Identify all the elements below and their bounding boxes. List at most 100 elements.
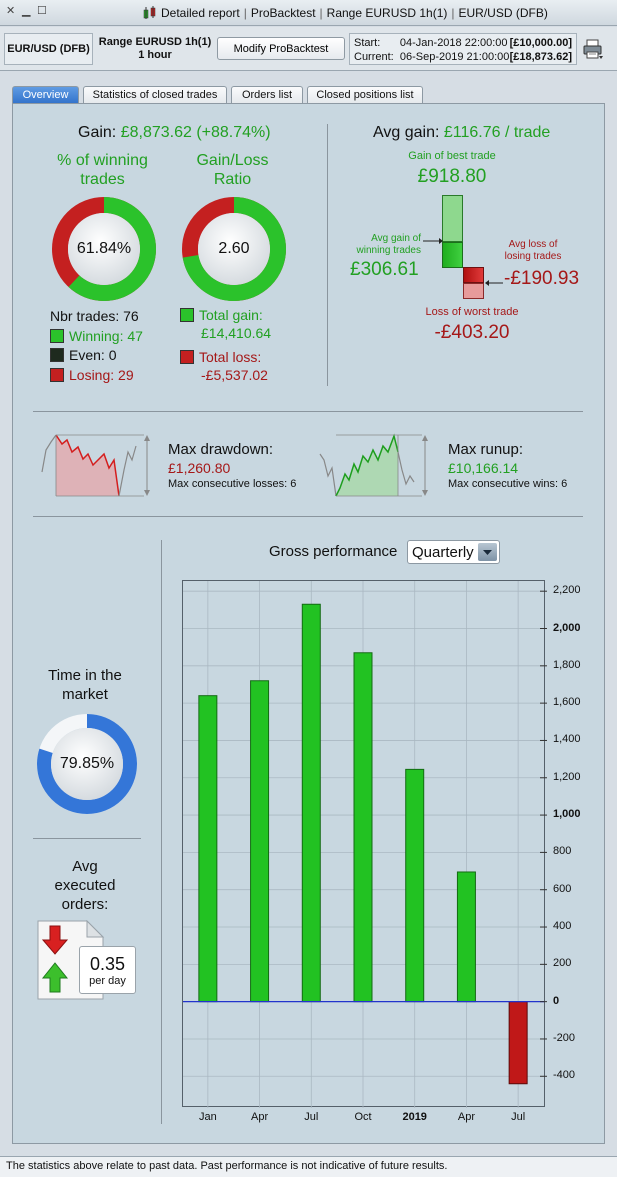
- total-loss-value: -£5,537.02: [201, 367, 268, 383]
- x-tick-label: Apr: [457, 1111, 475, 1123]
- total-loss-label: Total loss:: [199, 349, 262, 365]
- range-title: Range EURUSD 1h(1): [98, 36, 212, 48]
- chart-bar: [456, 871, 476, 1003]
- ratio-title: Gain/Loss Ratio: [180, 151, 285, 189]
- time-in-market-donut: [37, 714, 137, 814]
- tab-closed-positions[interactable]: Closed positions list: [307, 86, 423, 104]
- x-tick-label: Jul: [304, 1111, 319, 1123]
- avg-executed-box: 0.35 per day: [79, 946, 136, 994]
- avg-executed-title: Avg executed orders:: [33, 857, 137, 914]
- avg-executed-title-1: Avg: [72, 858, 98, 875]
- section-divider: [33, 411, 583, 412]
- period-select[interactable]: Quarterly: [407, 540, 500, 564]
- losing-count: Losing: 29: [69, 366, 134, 383]
- y-tick-label: 800: [553, 845, 572, 858]
- avg-win-label-1: Avg gain of: [371, 233, 421, 244]
- maximize-icon[interactable]: ☐: [37, 5, 47, 17]
- current-date: 06-Sep-2019 21:00:00: [399, 51, 510, 63]
- y-tick-label: 400: [553, 920, 572, 933]
- avg-gain-value: £116.76 / trade: [443, 124, 551, 141]
- title-part: EUR/USD (DFB): [458, 6, 548, 20]
- total-gain-label: Total gain:: [199, 307, 263, 323]
- range-period: 1 hour: [138, 49, 172, 61]
- current-amount: [£18,873.62]: [509, 51, 572, 63]
- title-part: ProBacktest: [250, 6, 316, 20]
- y-tick-label: 1,600: [553, 696, 581, 709]
- gain-line: Gain: £8,873.62 (+88.74%): [78, 124, 271, 142]
- winning-title: % of winning trades: [40, 151, 165, 189]
- chart-bar: [405, 768, 425, 1003]
- x-tick-label: Oct: [354, 1111, 372, 1123]
- winning-title-1: % of winning: [57, 152, 148, 169]
- avg-win-label-2: winning trades: [356, 245, 421, 256]
- section-divider: [327, 124, 328, 386]
- section-divider: [161, 540, 162, 1124]
- modify-probacktest-button[interactable]: Modify ProBacktest: [217, 37, 345, 60]
- winning-swatch: [50, 328, 64, 343]
- worst-trade-label: Loss of worst trade: [425, 306, 519, 318]
- y-tick-label: 1,400: [553, 733, 581, 746]
- trades-legend: Nbr trades: 76 Winning: 47 Even: 0 Losin…: [50, 307, 143, 385]
- chart-bars: [198, 603, 528, 1085]
- winning-title-2: trades: [80, 171, 125, 188]
- chart-bar: [250, 680, 270, 1003]
- y-tick-label: -400: [553, 1069, 576, 1082]
- close-icon[interactable]: ✕: [6, 5, 16, 17]
- range-info: Range EURUSD 1h(1) 1 hour: [96, 36, 214, 62]
- tab-orders-list[interactable]: Orders list: [231, 86, 303, 104]
- avg-executed-title-3: orders:: [61, 896, 109, 913]
- print-icon[interactable]: [582, 38, 604, 60]
- max-consec-wins: Max consecutive wins: 6: [448, 478, 568, 490]
- tab-statistics[interactable]: Statistics of closed trades: [83, 86, 227, 104]
- gain-label: Gain:: [78, 124, 117, 141]
- time-in-market-title: Time in the market: [33, 666, 137, 704]
- window-titlebar: ✕ ▁ ☐ Detailed report | ProBacktest | Range …: [0, 0, 617, 26]
- x-tick-label: 2019: [402, 1111, 427, 1123]
- ratio-gain-arc: [182, 197, 286, 301]
- time-in-market-arc: [37, 714, 137, 814]
- drawdown-sparkline: [41, 434, 150, 497]
- avg-win-arrow-icon: [423, 238, 443, 244]
- chevron-down-icon[interactable]: [478, 543, 497, 561]
- avg-executed-unit: per day: [89, 975, 126, 987]
- max-runup-value: £10,166.14: [448, 460, 519, 476]
- worst-trade-bar: [463, 283, 484, 299]
- best-trade-value: £918.80: [417, 166, 487, 187]
- start-amount: [£10,000.00]: [509, 37, 572, 49]
- y-tick-label: 2,000: [553, 621, 581, 634]
- avg-loss-label-1: Avg loss of: [508, 239, 558, 250]
- y-tick-label: 1,200: [553, 770, 581, 783]
- ratio-title-1: Gain/Loss: [196, 152, 269, 169]
- y-tick-label: 1,000: [553, 808, 581, 821]
- avg-gain-label: Avg gain:: [373, 124, 440, 141]
- losing-swatch: [50, 367, 64, 382]
- tab-overview[interactable]: Overview: [12, 86, 79, 105]
- instrument-label: EUR/USD (DFB): [4, 33, 93, 65]
- time-in-market-value: 79.85%: [51, 728, 123, 800]
- even-count: Even: 0: [69, 347, 117, 363]
- best-trade-label: Gain of best trade: [408, 150, 496, 162]
- start-label: Start:: [354, 37, 381, 49]
- avg-executed-value: 0.35: [89, 954, 126, 974]
- y-tick-label: 0: [553, 994, 560, 1007]
- time-in-market-title-1: Time in the: [48, 667, 122, 684]
- chart-bar: [353, 652, 373, 1003]
- winning-donut: [52, 197, 156, 301]
- minimize-icon[interactable]: ▁: [22, 5, 31, 17]
- y-tick-label: 600: [553, 882, 572, 895]
- runup-sparkline: [319, 433, 428, 497]
- period-select-value: Quarterly: [412, 544, 474, 561]
- candlestick-icon: [143, 6, 156, 19]
- max-consec-losses: Max consecutive losses: 6: [168, 478, 297, 490]
- current-label: Current:: [354, 51, 394, 63]
- even-swatch: [50, 348, 64, 362]
- ratio-title-2: Ratio: [213, 171, 252, 188]
- date-range-box: Start: 04-Jan-2018 22:00:00 [£10,000.00] C…: [349, 33, 577, 65]
- best-trade-bar: [442, 195, 463, 242]
- max-runup-label: Max runup:: [448, 441, 524, 458]
- avg-win-label: Avg gain of winning trades: [345, 233, 421, 257]
- avg-gain-line: Avg gain: £116.76 / trade: [373, 124, 550, 142]
- avg-win-value: £306.61: [350, 259, 419, 280]
- gain-loss-legend: Total gain: £14,410.64 Total loss: -£5,5…: [180, 306, 271, 384]
- ratio-value: 2.60: [198, 213, 270, 285]
